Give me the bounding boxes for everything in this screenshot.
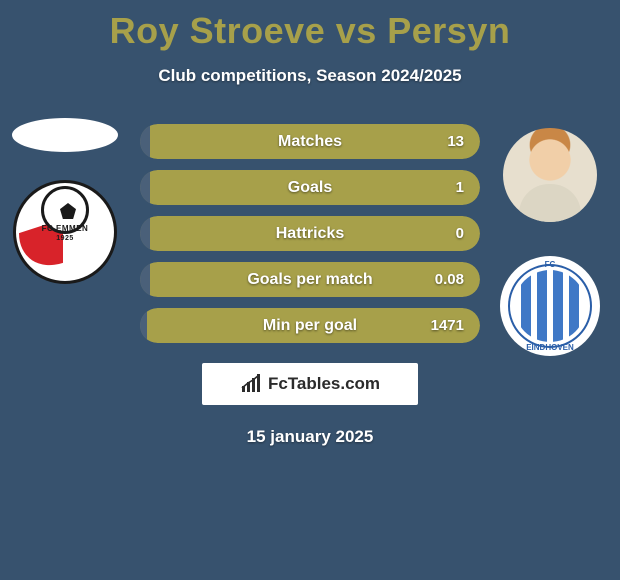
- chart-icon: [240, 374, 264, 394]
- stat-row: Min per goal1471: [140, 308, 480, 343]
- stat-value-right: 13: [447, 133, 464, 150]
- stat-row: Goals per match0.08: [140, 262, 480, 297]
- left-club-badge: FC EMMEN1925: [13, 180, 117, 284]
- right-club-badge: FC EINDHOVEN: [500, 256, 600, 356]
- stat-label: Hattricks: [158, 225, 462, 243]
- left-player-stack: FC EMMEN1925: [8, 118, 122, 284]
- right-player-avatar: [503, 128, 597, 222]
- stat-row: Matches13: [140, 124, 480, 159]
- stat-label: Goals per match: [158, 271, 462, 289]
- stat-value-right: 0: [456, 225, 464, 242]
- stat-label: Goals: [158, 179, 462, 197]
- left-player-avatar: [12, 118, 118, 152]
- attribution-text: FcTables.com: [268, 374, 380, 394]
- page-title: Roy Stroeve vs Persyn: [0, 0, 620, 52]
- stat-label: Min per goal: [158, 317, 462, 335]
- subtitle: Club competitions, Season 2024/2025: [0, 66, 620, 86]
- date-text: 15 january 2025: [0, 427, 620, 447]
- stat-value-right: 1: [456, 179, 464, 196]
- stat-row: Goals1: [140, 170, 480, 205]
- right-player-stack: FC EINDHOVEN: [498, 128, 602, 356]
- stat-value-right: 1471: [431, 317, 464, 334]
- stat-label: Matches: [158, 133, 462, 151]
- stat-row: Hattricks0: [140, 216, 480, 251]
- attribution-badge: FcTables.com: [202, 363, 418, 405]
- stat-value-right: 0.08: [435, 271, 464, 288]
- stats-table: Matches13 Goals1 Hattricks0 Goals per match…: [140, 124, 480, 343]
